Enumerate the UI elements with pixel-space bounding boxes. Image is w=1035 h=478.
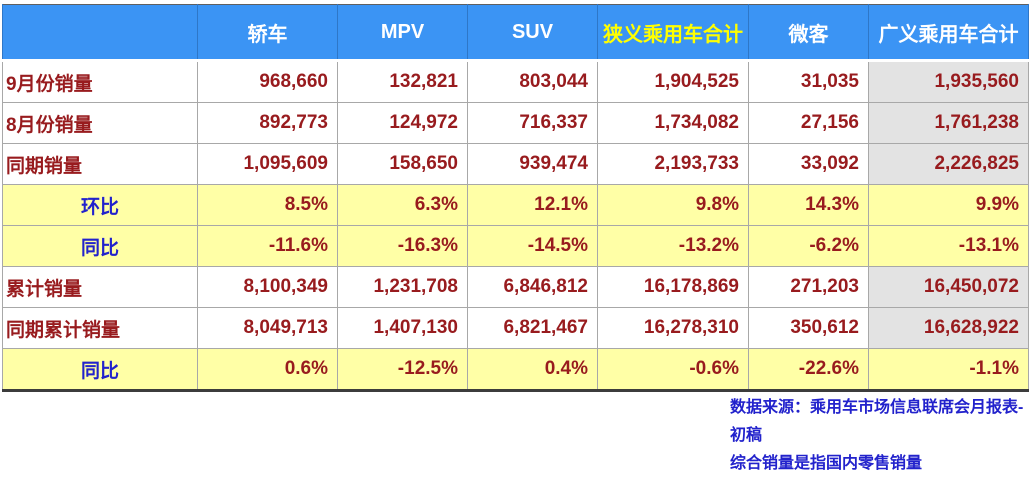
table-cell: 27,156 — [748, 102, 869, 144]
table-cell: 716,337 — [467, 102, 598, 144]
table-cell: -6.2% — [748, 225, 869, 267]
data-source-note: 数据来源：乘用车市场信息联席会月报表-初稿 — [730, 399, 1024, 444]
table-cell: -1.1% — [868, 348, 1029, 391]
table-cell: 132,821 — [337, 60, 468, 103]
table-cell: -12.5% — [337, 348, 468, 391]
row-cumulative-sales: 累计销量 8,100,349 1,231,708 6,846,812 16,17… — [2, 266, 1029, 308]
table-cell: 1,935,560 — [868, 60, 1029, 103]
footer-note: 数据来源：乘用车市场信息联席会月报表-初稿 综合销量是指国内零售销量 — [730, 394, 1035, 478]
row-same-period-cumulative-sales: 同期累计销量 8,049,713 1,407,130 6,821,467 16,… — [2, 307, 1029, 349]
table-cell: 16,628,922 — [868, 307, 1029, 349]
table-cell: 1,407,130 — [337, 307, 468, 349]
table-cell: 124,972 — [337, 102, 468, 144]
row-same-period-sales: 同期销量 1,095,609 158,650 939,474 2,193,733… — [2, 143, 1029, 185]
table-cell: -13.1% — [868, 225, 1029, 267]
row-label: 8月份销量 — [2, 102, 198, 144]
table-cell: 8,100,349 — [197, 266, 338, 308]
col-header-broad-pv-total: 广义乘用车合计 — [868, 4, 1029, 62]
table-cell: 31,035 — [748, 60, 869, 103]
col-header-sedan: 轿车 — [197, 4, 338, 62]
row-yoy-change: 同比 -11.6% -16.3% -14.5% -13.2% -6.2% -13… — [2, 225, 1029, 267]
table-cell: 1,231,708 — [337, 266, 468, 308]
table-cell: 16,178,869 — [597, 266, 749, 308]
row-label: 同期销量 — [2, 143, 198, 185]
table-cell: 1,734,082 — [597, 102, 749, 144]
table-cell: 12.1% — [467, 184, 598, 226]
table-cell: -0.6% — [597, 348, 749, 391]
sales-table: 轿车 MPV SUV 狭义乘用车合计 微客 广义乘用车合计 9月份销量 968,… — [2, 4, 1029, 392]
table-cell: 1,761,238 — [868, 102, 1029, 144]
row-label: 同比 — [2, 225, 198, 267]
table-cell: 8.5% — [197, 184, 338, 226]
table-cell: 6,846,812 — [467, 266, 598, 308]
row-label: 环比 — [2, 184, 198, 226]
table-cell: 33,092 — [748, 143, 869, 185]
table-cell: 16,450,072 — [868, 266, 1029, 308]
table-cell: 8,049,713 — [197, 307, 338, 349]
table-cell: 158,650 — [337, 143, 468, 185]
table-cell: 939,474 — [467, 143, 598, 185]
row-label: 同期累计销量 — [2, 307, 198, 349]
col-header-microvan: 微客 — [748, 4, 869, 62]
row-cumulative-yoy-change: 同比 0.6% -12.5% 0.4% -0.6% -22.6% -1.1% — [2, 348, 1029, 391]
table-cell: 2,193,733 — [597, 143, 749, 185]
table-cell: -14.5% — [467, 225, 598, 267]
header-row: 轿车 MPV SUV 狭义乘用车合计 微客 广义乘用车合计 — [2, 4, 1029, 62]
table-cell: 2,226,825 — [868, 143, 1029, 185]
table-cell: 350,612 — [748, 307, 869, 349]
table-cell: -11.6% — [197, 225, 338, 267]
table-cell: 803,044 — [467, 60, 598, 103]
table-cell: 9.9% — [868, 184, 1029, 226]
table-cell: 1,904,525 — [597, 60, 749, 103]
table-cell: 14.3% — [748, 184, 869, 226]
table-cell: 0.4% — [467, 348, 598, 391]
retail-definition-note: 综合销量是指国内零售销量 — [730, 455, 923, 472]
row-september-sales: 9月份销量 968,660 132,821 803,044 1,904,525 … — [2, 60, 1029, 103]
row-label: 9月份销量 — [2, 60, 198, 103]
table-cell: 892,773 — [197, 102, 338, 144]
table-cell: 0.6% — [197, 348, 338, 391]
table-cell: 16,278,310 — [597, 307, 749, 349]
table-cell: -13.2% — [597, 225, 749, 267]
row-label: 累计销量 — [2, 266, 198, 308]
table-cell: 6,821,467 — [467, 307, 598, 349]
table-cell: -16.3% — [337, 225, 468, 267]
table-cell: 968,660 — [197, 60, 338, 103]
row-mom-change: 环比 8.5% 6.3% 12.1% 9.8% 14.3% 9.9% — [2, 184, 1029, 226]
table-cell: 271,203 — [748, 266, 869, 308]
table-cell: -22.6% — [748, 348, 869, 391]
corner-cell — [2, 4, 198, 62]
table-cell: 6.3% — [337, 184, 468, 226]
col-header-mpv: MPV — [337, 4, 468, 62]
row-august-sales: 8月份销量 892,773 124,972 716,337 1,734,082 … — [2, 102, 1029, 144]
col-header-narrow-pv-total: 狭义乘用车合计 — [597, 4, 749, 62]
row-label: 同比 — [2, 348, 198, 391]
table-cell: 1,095,609 — [197, 143, 338, 185]
col-header-suv: SUV — [467, 4, 598, 62]
table-cell: 9.8% — [597, 184, 749, 226]
